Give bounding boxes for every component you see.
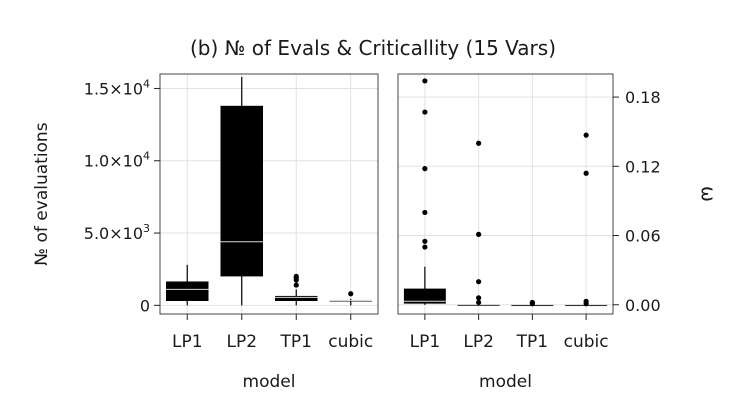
outlier-point	[293, 273, 299, 280]
outlier-point	[583, 298, 589, 304]
x-tick: TP1	[280, 314, 312, 352]
box-tp1	[274, 273, 318, 306]
outlier-point	[583, 170, 589, 176]
gridlines	[398, 74, 613, 314]
outlier-point	[422, 244, 428, 250]
x-tick: LP2	[226, 314, 257, 352]
y-tick-exponent: 4	[143, 77, 150, 90]
outlier-point	[529, 299, 535, 306]
y-tick: 0.18	[613, 88, 661, 107]
box-cubic	[329, 291, 373, 306]
outlier-point	[422, 209, 428, 216]
y-tick-label: 5.0×103	[84, 222, 150, 243]
panel-2: 0.00 0.06 0.12 0.18 LP1 LP2 TP1 cubic model ω	[397, 73, 719, 392]
outlier-point	[476, 299, 482, 306]
outlier-point	[293, 282, 299, 288]
y-tick-label: 0.12	[625, 157, 661, 176]
outlier-point	[422, 78, 428, 84]
x-tick-label: LP2	[226, 332, 257, 352]
box-body	[220, 105, 264, 277]
box-lp1	[403, 78, 446, 305]
y-tick-label: 0	[140, 296, 150, 315]
outlier-point	[348, 291, 354, 297]
y-tick: 1.0×104	[84, 150, 160, 171]
y-tick: 0.00	[613, 296, 661, 315]
y-tick: 1.5×104	[84, 77, 160, 98]
box-body	[165, 281, 209, 301]
x-tick-label: cubic	[564, 332, 609, 352]
panel-1: 0 5.0×103 1.0×104 1.5×104 LP1 LP2 TP1 cubic mode…	[32, 73, 379, 392]
outlier-point	[476, 140, 482, 146]
x-tick-label: TP1	[280, 332, 312, 352]
y-tick: 0.06	[613, 227, 661, 246]
y-tick: 0	[140, 296, 160, 315]
x-tick: cubic	[564, 314, 609, 352]
box-cubic	[565, 132, 608, 307]
outlier-point	[422, 109, 428, 115]
outlier-point	[476, 295, 482, 301]
outlier-point	[422, 166, 428, 172]
x-tick: LP1	[410, 314, 441, 352]
y-tick: 5.0×103	[84, 222, 160, 243]
x-axis-label: model	[243, 372, 296, 392]
y-tick: 0.12	[613, 157, 661, 176]
x-tick-label: LP1	[172, 332, 203, 352]
outlier-point	[476, 231, 482, 237]
box-tp1	[511, 299, 554, 307]
outlier-point	[476, 279, 482, 285]
y-tick-label: 1.0×104	[84, 150, 150, 171]
y-axis-label: ω	[697, 186, 719, 202]
x-tick-label: cubic	[328, 332, 373, 352]
y-tick-label: 0.18	[625, 88, 661, 107]
y-tick-exponent: 4	[143, 150, 150, 163]
box-lp1	[165, 264, 209, 306]
gridlines	[160, 74, 378, 314]
x-tick-label: LP1	[410, 332, 441, 352]
outlier-point	[583, 132, 589, 138]
plot-frame	[397, 73, 614, 315]
x-axis-label: model	[479, 372, 532, 392]
y-axis-label: № of evaluations	[32, 122, 52, 265]
y-tick-label: 0.06	[625, 227, 661, 246]
chart-title: (b) № of Evals & Criticallity (15 Vars)	[190, 36, 556, 60]
x-tick-label: LP2	[463, 332, 494, 352]
plot-frame	[159, 73, 379, 315]
y-tick-label: 1.5×104	[84, 77, 150, 98]
y-tick-label: 0.00	[625, 296, 661, 315]
box-lp2	[220, 76, 264, 306]
y-tick-exponent: 3	[143, 222, 150, 235]
x-tick: LP1	[172, 314, 203, 352]
x-tick: cubic	[328, 314, 373, 352]
box-lp2	[457, 140, 500, 306]
box-body	[403, 288, 446, 304]
x-tick-label: TP1	[516, 332, 548, 352]
outlier-point	[422, 238, 428, 244]
x-tick: LP2	[463, 314, 494, 352]
box-body	[274, 295, 318, 301]
x-tick: TP1	[516, 314, 548, 352]
